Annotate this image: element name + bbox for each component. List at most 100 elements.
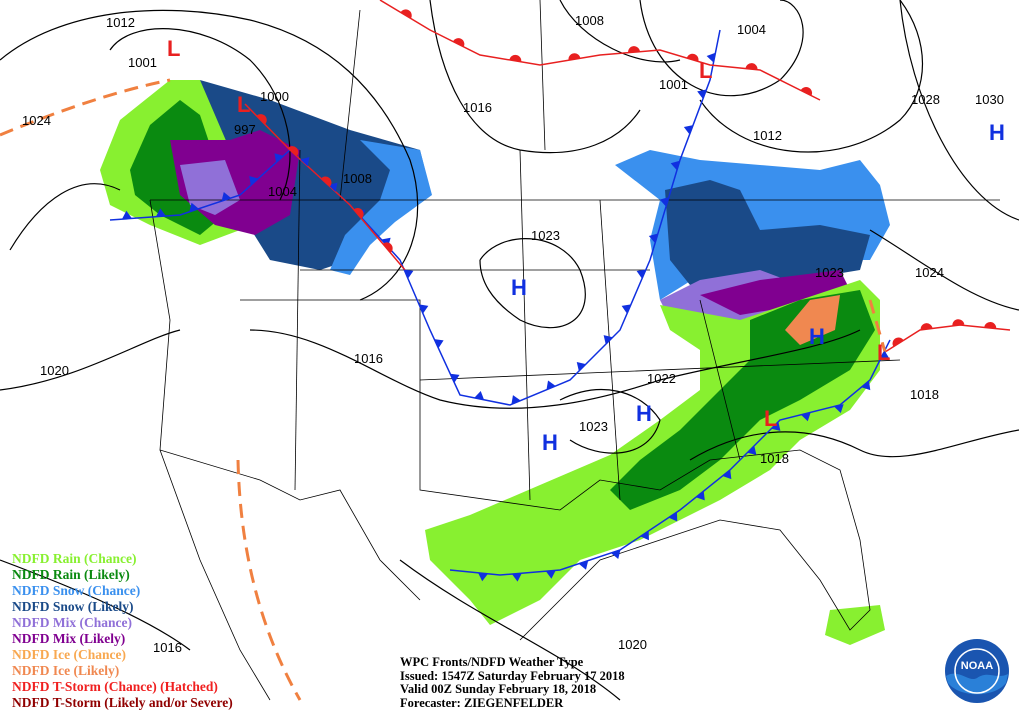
warm-front-semicircle <box>353 207 364 219</box>
cold-front-triangle <box>189 202 199 212</box>
pressure-centers: H H H H H L L L L L <box>167 36 1005 455</box>
legend-item: NDFD Ice (Chance) <box>12 647 126 662</box>
cold-front-triangle <box>648 233 658 244</box>
cold-front-triangle <box>659 197 669 207</box>
cold-front-triangle <box>603 335 613 345</box>
warm-front-semicircle <box>984 322 997 329</box>
isobar-label: 1004 <box>737 22 766 37</box>
low-pressure-marker: L <box>237 92 250 117</box>
isobar-label: 1024 <box>915 265 944 280</box>
map-title: WPC Fronts/NDFD Weather Type <box>400 655 584 669</box>
isobar-label: 1008 <box>343 171 372 186</box>
cold-front-triangle <box>668 512 678 522</box>
cold-front-triangle <box>545 570 556 579</box>
legend-item: NDFD T-Storm (Chance) (Hatched) <box>12 679 218 694</box>
political-borders <box>149 0 1000 701</box>
precip-areas <box>100 80 890 645</box>
isobar-label: 1018 <box>910 387 939 402</box>
warm-front-atlantic <box>884 324 1011 353</box>
cold-front-triangle <box>511 573 522 582</box>
warm-front-semicircle <box>920 323 933 330</box>
isobar-label: 1001 <box>128 55 157 70</box>
cold-front-triangle <box>546 380 556 390</box>
issued-time: Issued: 1547Z Saturday February 17 2018 <box>400 668 625 683</box>
isobar-label: 1001 <box>659 77 688 92</box>
ice-likely-area <box>785 295 840 345</box>
cold-front-triangle <box>221 191 232 202</box>
cold-front-triangle <box>404 269 414 279</box>
low-pressure-marker: L <box>699 58 712 83</box>
high-pressure-marker: H <box>989 120 1005 145</box>
isobar-label: 1012 <box>106 15 135 30</box>
mix-likely-area-east <box>700 270 850 315</box>
warm-front-semicircle <box>321 176 332 187</box>
warm-front-semicircle <box>800 87 812 96</box>
legend-item: NDFD Rain (Likely) <box>12 567 130 582</box>
cold-front-triangle <box>706 52 716 63</box>
warm-front-semicircle <box>287 146 299 157</box>
cold-front-triangle <box>670 160 680 171</box>
isobar-label: 997 <box>234 122 256 137</box>
cold-front-triangle <box>695 491 705 501</box>
low-pressure-marker: L <box>877 340 890 365</box>
high-pressure-marker: H <box>636 401 652 426</box>
warm-front-semicircle <box>568 53 581 61</box>
isobar-label: 1016 <box>463 100 492 115</box>
trough-mexico <box>236 459 302 701</box>
isobar-label: 1018 <box>760 451 789 466</box>
warm-front-semicircle <box>892 337 904 347</box>
cold-front-triangle <box>155 208 166 217</box>
isobar-label: 1020 <box>618 637 647 652</box>
warm-front-semicircle <box>509 54 522 62</box>
cold-front-triangle <box>576 361 586 372</box>
cold-front-triangle <box>880 350 890 360</box>
isobar-label: 1000 <box>260 89 289 104</box>
high-pressure-marker: H <box>542 430 558 455</box>
fronts <box>0 0 1011 701</box>
high-pressure-marker: H <box>809 324 825 349</box>
isobar-label: 1028 <box>911 92 940 107</box>
low-pressure-marker: L <box>764 406 777 431</box>
map-info: WPC Fronts/NDFD Weather Type Issued: 154… <box>400 655 625 710</box>
low-pressure-marker: L <box>167 36 180 61</box>
forecaster: Forecaster: ZIEGENFELDER <box>400 695 564 710</box>
isobar-label: 1023 <box>815 265 844 280</box>
legend-item: NDFD Ice (Likely) <box>12 663 120 678</box>
warm-front-semicircle <box>628 46 640 53</box>
legend-item: NDFD Mix (Chance) <box>12 615 132 630</box>
cold-front-triangle <box>121 210 132 220</box>
cold-front-triangle <box>861 380 871 391</box>
trough-northwest <box>0 78 171 137</box>
svg-text:NOAA: NOAA <box>961 660 993 672</box>
cold-front-northwest <box>109 149 291 221</box>
cold-front-triangle <box>640 530 649 541</box>
legend-item: NDFD Snow (Chance) <box>12 583 141 598</box>
snow-chance-area-nw <box>330 140 432 275</box>
warm-front-semicircle <box>382 242 393 253</box>
isobar-label: 1012 <box>753 128 782 143</box>
warm-front-semicircle <box>256 114 267 125</box>
high-pressure-marker: H <box>511 275 527 300</box>
warm-front-semicircle <box>686 53 699 62</box>
cold-front-triangle <box>474 390 485 400</box>
isobar-label: 1016 <box>153 640 182 655</box>
snow-likely-area-east <box>665 180 870 285</box>
warm-front-semicircle <box>400 9 412 19</box>
cold-front-triangle <box>300 156 310 167</box>
cold-front-triangle <box>621 304 631 314</box>
cold-front-triangle <box>747 445 757 455</box>
isobar-labels: 1012 1001 1024 1000 997 1004 1008 1016 1… <box>22 13 1004 655</box>
legend-item: NDFD Rain (Chance) <box>12 551 137 566</box>
legend-item: NDFD T-Storm (Likely and/or Severe) <box>12 695 233 710</box>
warm-front-central <box>244 103 406 271</box>
warm-front-semicircle <box>952 319 965 326</box>
isobar-label: 1023 <box>531 228 560 243</box>
cold-front-triangle <box>697 89 707 99</box>
warm-front-semicircle <box>452 38 465 47</box>
isobar-label: 1030 <box>975 92 1004 107</box>
isobar-label: 1024 <box>22 113 51 128</box>
legend-item: NDFD Mix (Likely) <box>12 631 126 646</box>
warm-front-north <box>379 0 821 101</box>
